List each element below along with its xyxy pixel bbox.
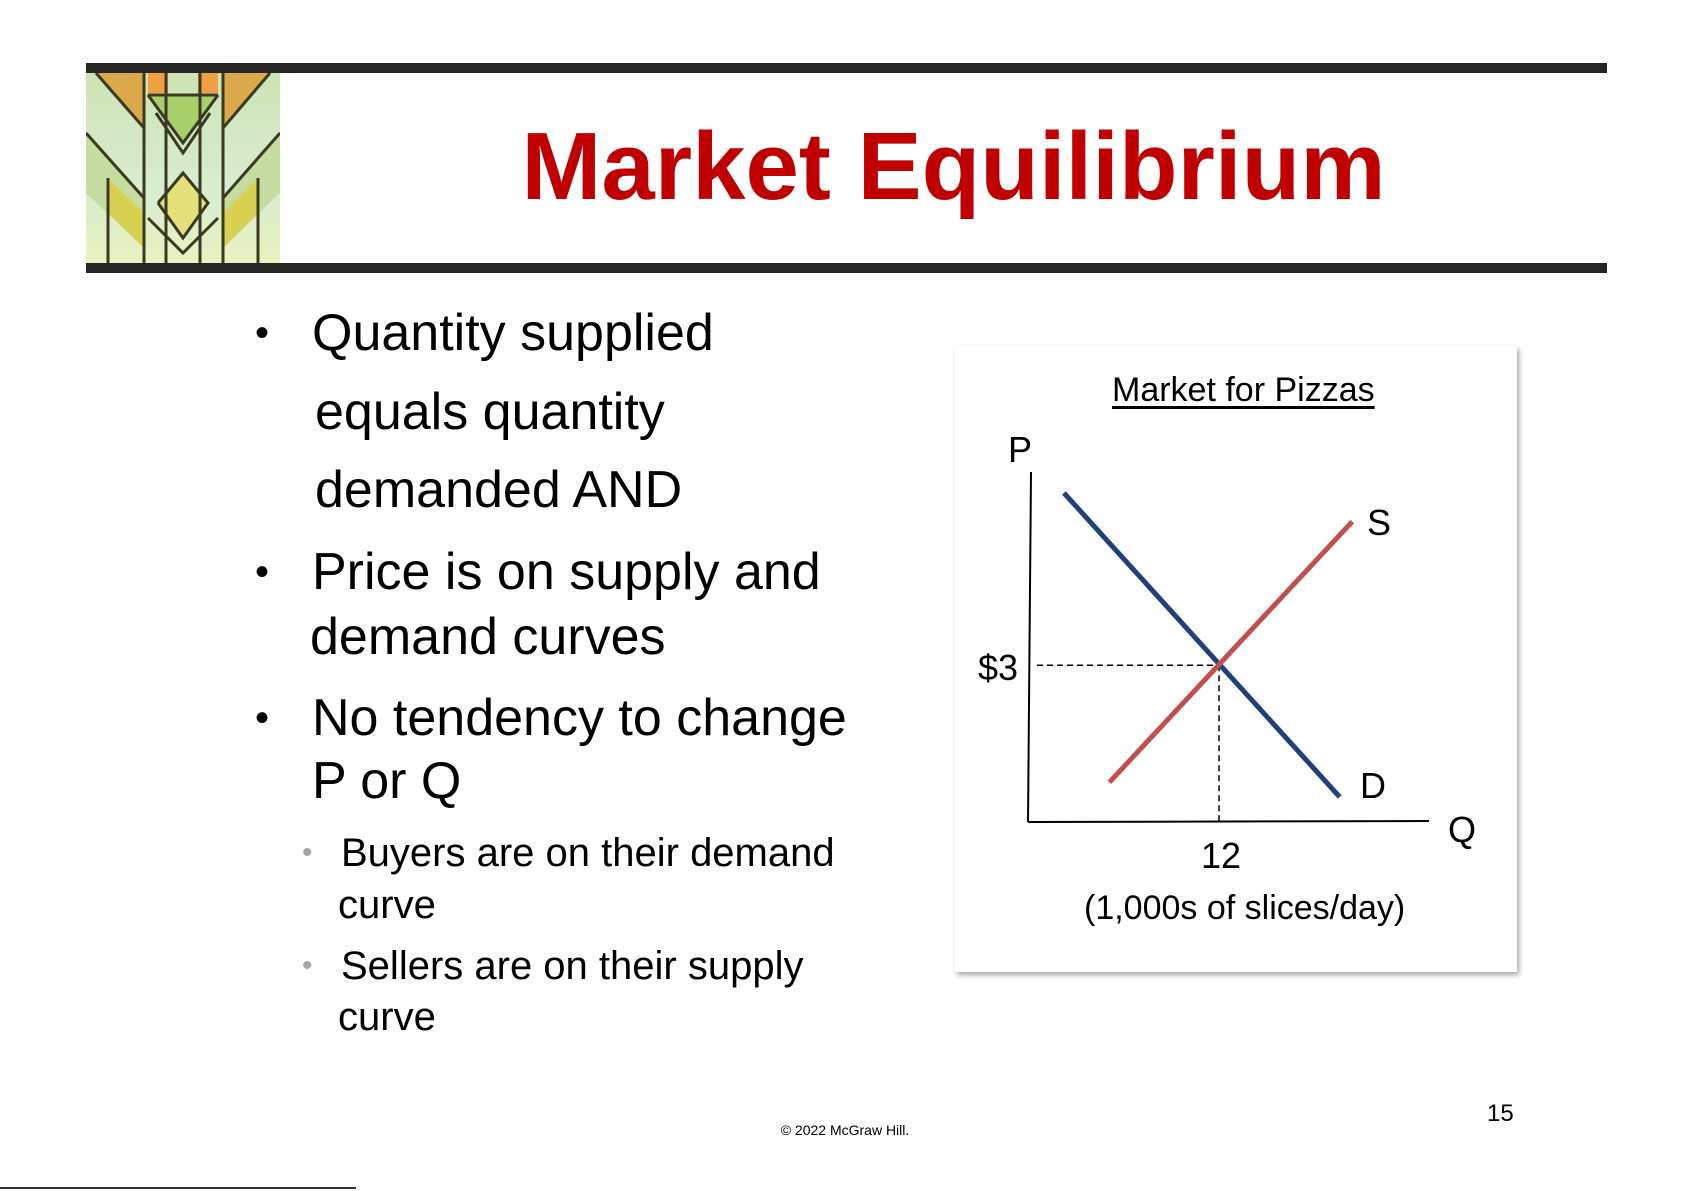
sub-bullet-text: Buyers are on their demand [341, 831, 835, 875]
bullet-text: Price is on supply and [312, 543, 821, 601]
copyright-footer: © 2022 McGraw Hill. [780, 1122, 910, 1138]
stained-glass-icon [86, 73, 280, 263]
sub-bullet-icon: • [302, 836, 313, 869]
bullet-text: No tendency to change [312, 689, 847, 747]
y-axis [1027, 471, 1032, 823]
bullet-text: P or Q [312, 752, 462, 810]
bottom-rule [0, 1187, 356, 1189]
bullet-icon: • [255, 696, 270, 740]
bullet-icon: • [255, 550, 270, 594]
sub-bullet-text: curve [338, 883, 436, 927]
slide-title: Market Equilibrium [521, 113, 1386, 220]
series-s-line [1107, 519, 1355, 785]
sub-bullet-text: curve [338, 995, 436, 1039]
sub-bullet-icon: • [302, 949, 313, 982]
header-bottom-rule [86, 263, 1607, 273]
y-axis-label: P [1008, 429, 1033, 470]
series-d-line [1062, 491, 1342, 799]
series-label-d: D [1360, 765, 1386, 806]
header-top-rule [86, 63, 1607, 73]
x-axis-label: Q [1448, 809, 1477, 850]
chart-panel [955, 346, 1517, 972]
page-number: 15 [1487, 1100, 1514, 1127]
series-label-s: S [1367, 502, 1392, 543]
bullet-text: demanded AND [315, 461, 683, 519]
x-axis-units: (1,000s of slices/day) [1084, 889, 1406, 927]
chart-title: Market for Pizzas [1112, 371, 1375, 409]
bullet-text: equals quantity [315, 383, 665, 441]
sub-bullet-text: Sellers are on their supply [341, 944, 804, 988]
bullet-text: Quantity supplied [312, 304, 714, 362]
price-tick-label: $3 [978, 647, 1019, 688]
x-axis [1027, 820, 1430, 823]
bullet-icon: • [255, 311, 270, 355]
quantity-tick-label: 12 [1201, 835, 1242, 876]
bullet-text: demand curves [310, 608, 666, 666]
